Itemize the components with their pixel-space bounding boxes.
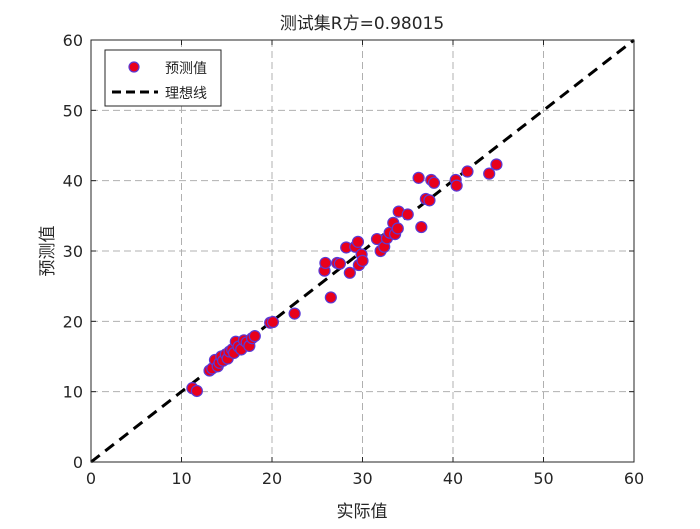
tick-marks [90,39,635,463]
data-point [401,208,414,221]
y-axis-label: 预测值 [38,226,58,277]
legend-label-predicted: 预测值 [165,61,207,77]
data-point [427,176,441,189]
data-point [319,256,332,270]
y-tick-label: 10 [63,383,83,402]
legend-marker-predicted [128,61,140,73]
data-point [343,266,356,279]
data-point [415,220,428,234]
legend-box [104,49,222,107]
legend-label-ideal: 理想线 [165,86,207,102]
y-tick-label: 0 [73,453,83,472]
x-axis-label: 实际值 [337,502,388,522]
data-point [333,257,346,270]
data-point [391,222,404,235]
chart-title: 测试集R方=0.98015 [280,14,444,34]
x-tick-label: 0 [86,469,96,488]
x-tick-label: 60 [624,469,644,488]
y-tick-label: 60 [63,31,83,50]
data-point [288,307,301,320]
y-tick-label: 40 [63,172,83,191]
data-point [356,254,369,267]
data-point [490,158,503,171]
data-point [266,315,280,329]
data-points [186,158,503,398]
x-tick-label: 40 [443,469,463,488]
data-point [351,235,365,248]
data-point [248,330,261,343]
data-point [324,291,337,304]
data-point [461,165,474,178]
y-tick-labels: 0 10 20 30 40 50 60 [63,31,83,472]
y-tick-label: 30 [63,242,83,261]
x-tick-label: 50 [533,469,553,488]
x-tick-label: 10 [171,469,191,488]
data-point [190,384,203,398]
legend: 预测值 理想线 [104,49,222,107]
data-point [423,194,436,207]
y-tick-label: 50 [63,101,83,120]
x-tick-labels: 0 10 20 30 40 50 60 [86,469,644,488]
data-point [450,179,463,192]
data-point [483,167,496,180]
x-tick-label: 20 [262,469,282,488]
data-point [412,171,425,184]
x-tick-label: 30 [352,469,372,488]
y-tick-label: 20 [63,312,83,331]
